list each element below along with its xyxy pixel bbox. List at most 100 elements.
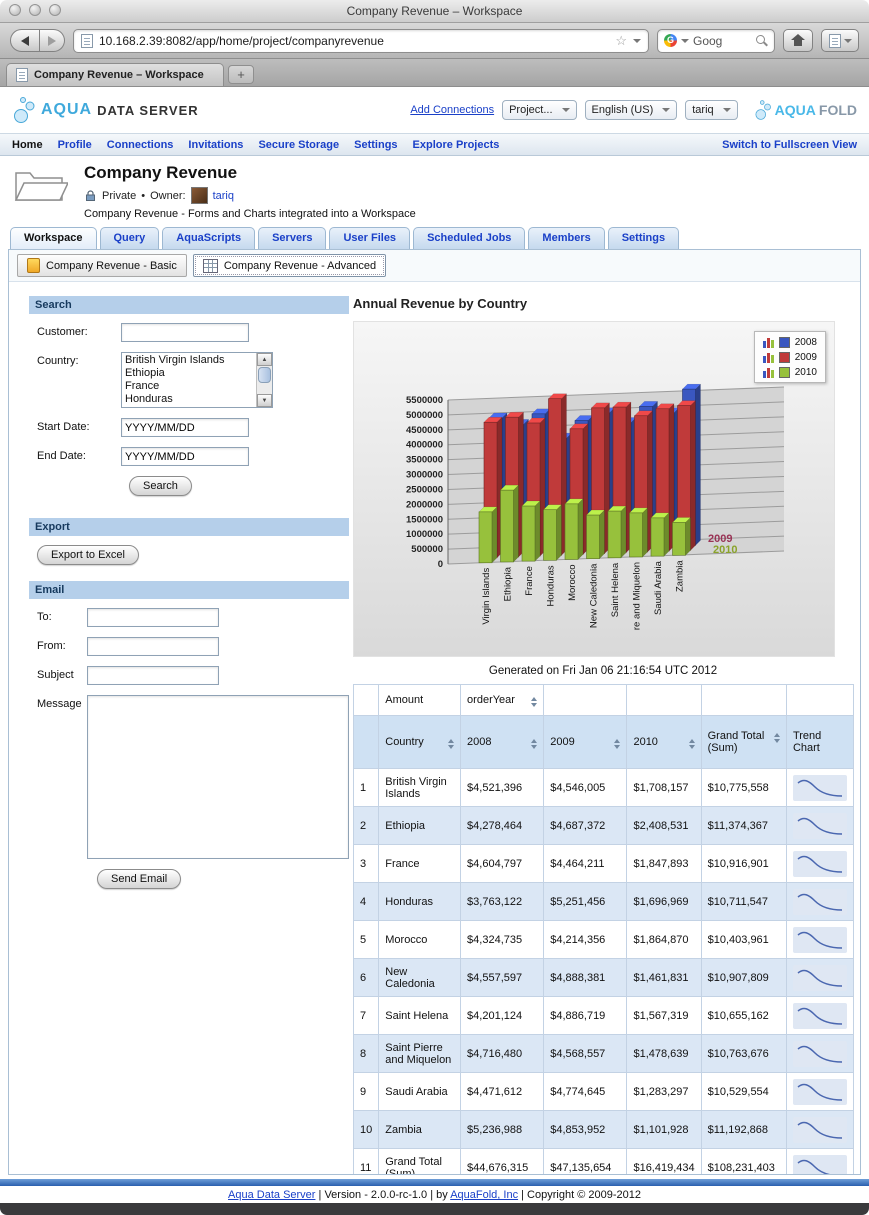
footer-link-aqua-data-server[interactable]: Aqua Data Server bbox=[228, 1189, 316, 1201]
tab-members[interactable]: Members bbox=[528, 227, 605, 249]
trend-sparkline[interactable] bbox=[792, 964, 847, 991]
language-dropdown[interactable]: English (US) bbox=[584, 100, 678, 120]
tab-aquascripts[interactable]: AquaScripts bbox=[162, 227, 256, 249]
email-from-input[interactable] bbox=[87, 637, 219, 656]
column-header-grand-total-sum[interactable]: Grand Total (Sum) bbox=[700, 715, 787, 769]
email-message-textarea[interactable] bbox=[87, 695, 349, 859]
scrollbar-track[interactable] bbox=[257, 366, 272, 394]
back-button[interactable] bbox=[10, 29, 40, 52]
scrollbar-thumb[interactable] bbox=[258, 367, 271, 383]
tab-user-files[interactable]: User Files bbox=[329, 227, 411, 249]
forward-button[interactable] bbox=[40, 29, 65, 52]
trend-sparkline[interactable] bbox=[792, 926, 847, 953]
browser-tab[interactable]: Company Revenue – Workspace bbox=[6, 63, 224, 86]
close-window-icon[interactable] bbox=[9, 4, 21, 16]
url-bar[interactable]: 10.168.2.39:8082/app/home/project/compan… bbox=[73, 28, 649, 53]
sort-icon[interactable] bbox=[531, 696, 538, 707]
owner-link[interactable]: tariq bbox=[212, 189, 234, 202]
svg-text:4000000: 4000000 bbox=[406, 440, 443, 451]
trend-sparkline[interactable] bbox=[792, 888, 847, 915]
country-option[interactable]: France bbox=[125, 380, 160, 392]
scroll-down-icon[interactable]: ▼ bbox=[257, 394, 272, 407]
country-listbox[interactable]: British Virgin Islands Ethiopia France Hond… bbox=[121, 352, 273, 408]
start-date-input[interactable] bbox=[121, 418, 249, 437]
value-2008-cell: $44,676,315 bbox=[460, 1148, 545, 1174]
tab-query[interactable]: Query bbox=[99, 227, 160, 249]
column-header-country[interactable]: Country bbox=[378, 715, 462, 769]
minimize-window-icon[interactable] bbox=[29, 4, 41, 16]
pivot-orderyear-header[interactable]: orderYear bbox=[460, 684, 545, 716]
scroll-up-icon[interactable]: ▲ bbox=[257, 353, 272, 366]
country-option[interactable]: British Virgin Islands bbox=[125, 354, 225, 366]
column-header-2010[interactable]: 2010 bbox=[626, 715, 702, 769]
search-magnifier-icon[interactable] bbox=[755, 34, 768, 47]
search-box[interactable]: Goog bbox=[657, 28, 775, 53]
sort-icon[interactable] bbox=[531, 738, 538, 749]
trend-chart-cell[interactable] bbox=[785, 844, 855, 883]
trend-chart-cell[interactable] bbox=[785, 768, 855, 807]
sort-icon[interactable] bbox=[773, 733, 780, 743]
country-option[interactable]: Ethiopia bbox=[125, 367, 165, 379]
search-input[interactable]: Goog bbox=[693, 33, 723, 48]
trend-chart-cell[interactable] bbox=[785, 1034, 855, 1073]
email-to-input[interactable] bbox=[87, 608, 219, 627]
trend-sparkline[interactable] bbox=[792, 850, 847, 877]
zoom-window-icon[interactable] bbox=[49, 4, 61, 16]
fullscreen-view-link[interactable]: Switch to Fullscreen View bbox=[722, 138, 857, 151]
listbox-scrollbar[interactable]: ▲ ▼ bbox=[256, 353, 272, 407]
sort-icon[interactable] bbox=[614, 738, 621, 749]
user-dropdown[interactable]: tariq bbox=[685, 100, 738, 120]
nav-item-invitations[interactable]: Invitations bbox=[188, 138, 244, 151]
url-dropdown-icon[interactable] bbox=[633, 38, 641, 43]
bookmark-star-icon[interactable]: ☆ bbox=[615, 33, 627, 48]
trend-sparkline[interactable] bbox=[792, 774, 847, 801]
nav-item-settings[interactable]: Settings bbox=[354, 138, 398, 151]
sort-icon[interactable] bbox=[448, 738, 455, 749]
trend-chart-cell[interactable] bbox=[785, 920, 855, 959]
trend-sparkline[interactable] bbox=[792, 1078, 847, 1105]
trend-chart-cell[interactable] bbox=[785, 1072, 855, 1111]
trend-chart-cell[interactable] bbox=[785, 1148, 855, 1175]
nav-item-explore-projects[interactable]: Explore Projects bbox=[412, 138, 500, 151]
trend-chart-cell[interactable] bbox=[785, 958, 855, 997]
tab-settings[interactable]: Settings bbox=[607, 227, 680, 249]
trend-sparkline[interactable] bbox=[792, 1116, 847, 1143]
customer-input[interactable] bbox=[121, 323, 249, 342]
nav-item-profile[interactable]: Profile bbox=[57, 138, 92, 151]
nav-item-connections[interactable]: Connections bbox=[106, 138, 174, 151]
search-engine-dropdown-icon[interactable] bbox=[681, 38, 689, 43]
trend-chart-cell[interactable] bbox=[785, 806, 855, 845]
email-subject-input[interactable] bbox=[87, 666, 219, 685]
sort-icon[interactable] bbox=[688, 738, 695, 749]
add-connections-link[interactable]: Add Connections bbox=[410, 104, 495, 116]
column-header-2009[interactable]: 2009 bbox=[543, 715, 628, 769]
tab-workspace[interactable]: Workspace bbox=[10, 227, 97, 249]
project-dropdown[interactable]: Project... bbox=[502, 100, 577, 120]
table-icon bbox=[202, 258, 218, 273]
trend-chart-cell[interactable] bbox=[785, 996, 855, 1035]
trend-sparkline[interactable] bbox=[792, 812, 847, 839]
export-to-excel-button[interactable]: Export to Excel bbox=[37, 545, 139, 565]
new-tab-button[interactable]: + bbox=[228, 65, 254, 84]
tab-scheduled-jobs[interactable]: Scheduled Jobs bbox=[413, 227, 526, 249]
search-button[interactable]: Search bbox=[129, 476, 192, 496]
trend-sparkline[interactable] bbox=[792, 1154, 847, 1175]
trend-sparkline[interactable] bbox=[792, 1002, 847, 1029]
send-email-button[interactable]: Send Email bbox=[97, 869, 182, 889]
nav-item-secure-storage[interactable]: Secure Storage bbox=[258, 138, 340, 151]
chevron-down-icon bbox=[843, 38, 852, 43]
column-header-2008[interactable]: 2008 bbox=[460, 715, 545, 769]
trend-chart-cell[interactable] bbox=[785, 882, 855, 921]
home-button[interactable] bbox=[783, 29, 813, 52]
page-action-button[interactable] bbox=[821, 29, 859, 52]
tab-servers[interactable]: Servers bbox=[258, 227, 327, 249]
url-text[interactable]: 10.168.2.39:8082/app/home/project/compan… bbox=[99, 33, 384, 48]
subtab-company-revenue-advanced[interactable]: Company Revenue - Advanced bbox=[192, 254, 387, 277]
country-option[interactable]: Honduras bbox=[125, 393, 173, 405]
nav-item-home[interactable]: Home bbox=[12, 138, 43, 151]
end-date-input[interactable] bbox=[121, 447, 249, 466]
footer-link-aquafold[interactable]: AquaFold, Inc bbox=[450, 1189, 519, 1201]
trend-sparkline[interactable] bbox=[792, 1040, 847, 1067]
trend-chart-cell[interactable] bbox=[785, 1110, 855, 1149]
subtab-company-revenue-basic[interactable]: Company Revenue - Basic bbox=[17, 254, 187, 277]
